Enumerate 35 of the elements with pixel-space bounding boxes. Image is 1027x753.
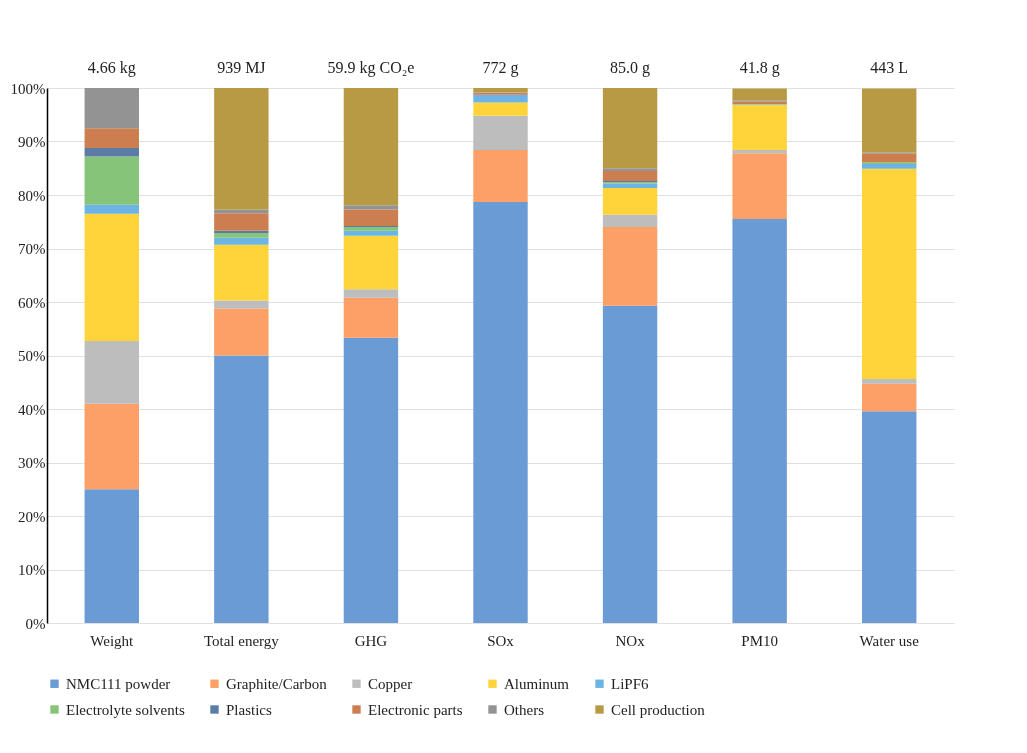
y-tick-label: 0% [25, 615, 46, 632]
y-tick-label: 40% [18, 401, 46, 418]
y-tick-label: 20% [18, 508, 46, 525]
annotation: 443 L [870, 59, 909, 76]
annotation: 85.0 g [610, 59, 651, 77]
legend-label: Copper [368, 675, 413, 692]
legend-label: Electrolyte solvents [66, 701, 185, 718]
x-tick-label: Water use [859, 632, 920, 649]
legend-label: Graphite/Carbon [226, 675, 328, 692]
legend-label: NMC111 powder [66, 675, 171, 692]
x-tick-label: SOx [487, 632, 515, 649]
y-tick-label: 100% [10, 80, 46, 97]
legend-label: LiPF6 [611, 675, 650, 692]
annotation: 772 g [482, 59, 519, 77]
x-tick-label: GHG [354, 632, 388, 649]
x-tick-label: PM10 [741, 632, 778, 649]
annotation: 41.8 g [739, 59, 780, 77]
y-tick-label: 80% [18, 187, 46, 204]
legend-label: Plastics [226, 701, 272, 718]
annotation: 939 MJ [217, 59, 266, 76]
legend-label: Cell production [611, 701, 706, 718]
annotation: 59.9 kg CO₂e [327, 59, 415, 77]
y-tick-label: 90% [18, 134, 46, 150]
x-tick-label: Weight [90, 632, 135, 649]
annotation: 4.66 kg [87, 59, 136, 77]
y-tick-label: 70% [18, 241, 46, 257]
y-tick-label: 10% [18, 562, 46, 578]
legend-label: Electronic parts [368, 701, 463, 718]
x-tick-label: NOx [615, 632, 646, 649]
legend-label: Others [504, 701, 545, 718]
legend-label: Aluminum [504, 675, 570, 692]
y-tick-label: 30% [18, 455, 46, 471]
x-tick-label: Total energy [203, 632, 280, 649]
y-tick-label: 60% [18, 294, 46, 311]
y-tick-label: 50% [18, 348, 46, 364]
